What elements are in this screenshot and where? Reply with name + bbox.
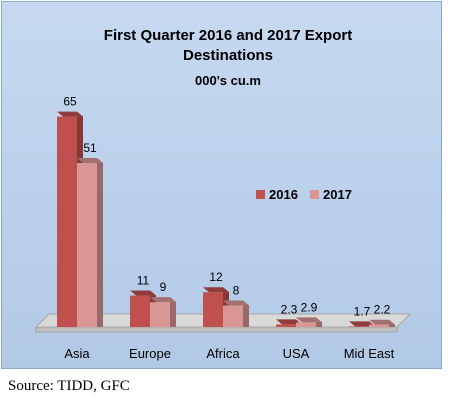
data-label-2016-asia: 65 (63, 95, 77, 109)
bar-side-2017-africa (243, 300, 249, 327)
bar-2017-africa (223, 305, 243, 327)
data-label-2016-usa: 2.3 (281, 302, 298, 316)
chart-title-line-2: Destinations (183, 47, 273, 64)
bar-2017-usa (296, 322, 316, 327)
bar-top-2016-asia (57, 111, 83, 117)
bar-2016-usa (276, 324, 296, 327)
chart-floor-edge (35, 326, 398, 333)
x-tick-label-europe: Europe (129, 346, 171, 361)
bar-side-2017-europe (170, 297, 176, 327)
legend-swatch-2016 (256, 190, 265, 199)
data-label-2017-asia: 51 (83, 141, 97, 155)
data-label-2017-africa: 8 (233, 283, 240, 297)
chart-subtitle: 000's cu.m (195, 73, 261, 88)
bar-top-2017-mid-east (369, 319, 395, 325)
bar-top-2017-africa (223, 300, 249, 306)
bar-side-2017-asia (97, 157, 103, 327)
data-label-2017-usa: 2.9 (301, 300, 318, 314)
x-tick-label-mid-east: Mid East (344, 346, 395, 361)
legend-label-2017: 2017 (323, 187, 352, 202)
bar-2016-europe (130, 295, 150, 327)
legend-swatch-2017 (310, 190, 319, 199)
data-label-2017-mid-east: 2.2 (374, 303, 391, 317)
legend-label-2016: 2016 (269, 187, 298, 202)
bar-top-2016-mid-east (349, 321, 375, 327)
bar-top-2016-usa (276, 319, 302, 325)
data-label-2016-europe: 11 (137, 274, 150, 288)
bar-top-2016-europe (130, 290, 156, 296)
chart-title-line-1: First Quarter 2016 and 2017 Export (104, 27, 352, 44)
data-label-2017-europe: 9 (160, 280, 167, 294)
bar-top-2016-africa (203, 287, 229, 293)
bar-top-2017-usa (296, 317, 322, 323)
x-tick-label-africa: Africa (206, 346, 240, 361)
bar-2017-europe (150, 302, 170, 327)
bar-2017-asia (77, 162, 97, 327)
bar-top-2017-asia (77, 157, 103, 163)
source-note: Source: TIDD, GFC (8, 378, 130, 394)
data-label-2016-africa: 12 (209, 270, 223, 284)
bar-2016-asia (57, 116, 77, 327)
data-label-2016-mid-east: 1.7 (354, 304, 371, 318)
bar-2016-africa (203, 292, 223, 327)
bar-2017-mid-east (369, 324, 389, 327)
bar-2016-mid-east (349, 326, 369, 327)
bar-top-2017-europe (150, 297, 176, 303)
x-tick-label-asia: Asia (64, 346, 90, 361)
x-tick-label-usa: USA (283, 346, 310, 361)
